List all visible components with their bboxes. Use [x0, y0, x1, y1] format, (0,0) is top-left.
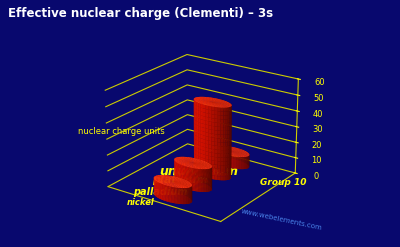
Text: nuclear charge units: nuclear charge units — [78, 127, 165, 136]
Text: Effective nuclear charge (Clementi) – 3s: Effective nuclear charge (Clementi) – 3s — [8, 7, 273, 21]
Text: www.webelements.com: www.webelements.com — [240, 208, 322, 231]
